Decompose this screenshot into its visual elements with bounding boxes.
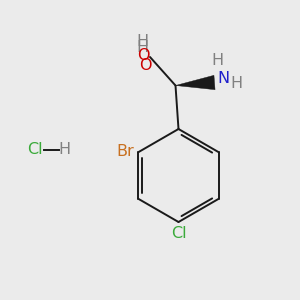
Text: Cl: Cl: [171, 226, 186, 241]
Text: N: N: [218, 71, 230, 86]
Polygon shape: [176, 75, 215, 90]
Text: H: H: [136, 34, 148, 49]
Text: H: H: [212, 53, 224, 68]
Text: Br: Br: [116, 144, 134, 159]
Text: H: H: [136, 40, 148, 55]
Text: H: H: [230, 76, 242, 92]
Text: H: H: [58, 142, 70, 158]
Text: O: O: [140, 58, 152, 73]
Text: O: O: [137, 48, 150, 63]
Text: Cl: Cl: [27, 142, 42, 158]
